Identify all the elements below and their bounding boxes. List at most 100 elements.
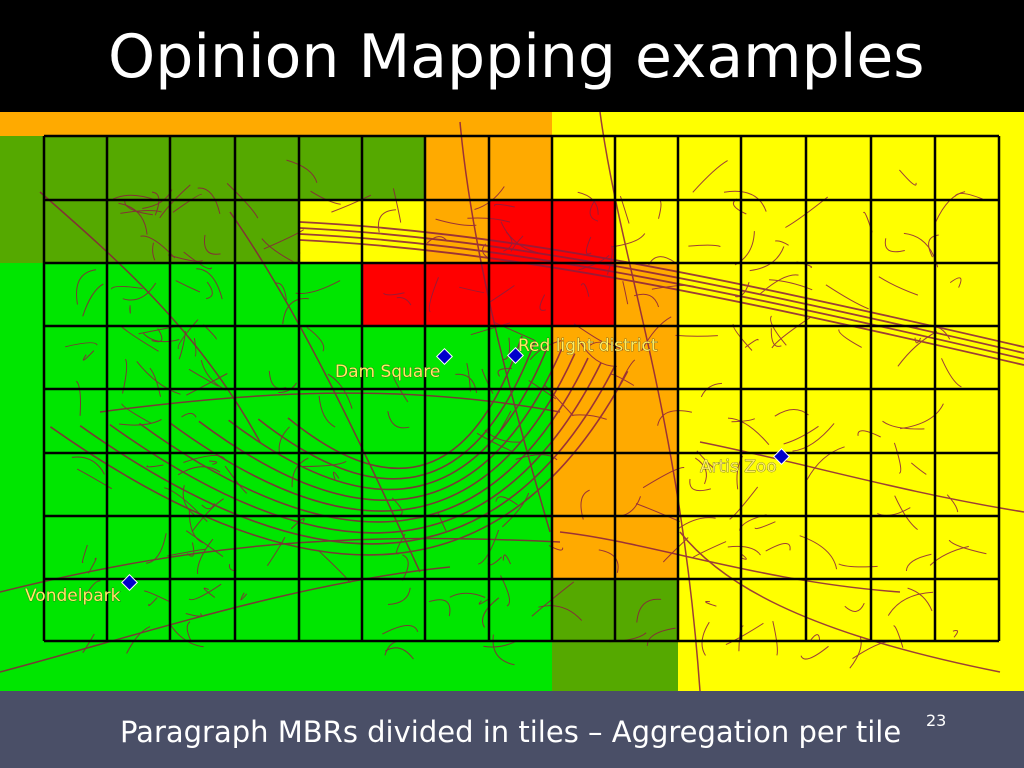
street [510, 235, 524, 252]
tile [552, 641, 615, 691]
tile [871, 641, 935, 691]
tile [170, 112, 235, 136]
street [633, 293, 660, 308]
tile [0, 112, 44, 136]
street [290, 518, 305, 530]
tile [871, 516, 935, 579]
tile [806, 112, 871, 136]
street [882, 420, 925, 430]
street [599, 112, 701, 691]
street [121, 403, 152, 424]
street [478, 598, 490, 605]
street [172, 193, 203, 213]
street [759, 274, 799, 295]
street [459, 286, 485, 293]
street [144, 590, 170, 602]
tile [107, 453, 170, 516]
street [149, 367, 161, 397]
tile [235, 326, 299, 389]
street [467, 217, 511, 223]
tile [299, 112, 362, 136]
street [946, 494, 959, 513]
tile [999, 263, 1024, 326]
tile [425, 641, 489, 691]
street [151, 191, 160, 216]
street [387, 587, 411, 605]
street [636, 598, 662, 623]
street [589, 341, 624, 351]
tile [678, 112, 741, 136]
tile [235, 641, 299, 691]
street [501, 492, 530, 528]
tile [425, 112, 489, 136]
tile [107, 263, 170, 326]
tile [425, 579, 489, 641]
street [183, 454, 226, 463]
street [387, 411, 410, 429]
street [528, 380, 557, 400]
tile [362, 579, 425, 641]
tile [235, 579, 299, 641]
street [261, 238, 294, 263]
tile [999, 200, 1024, 263]
street [186, 542, 195, 557]
tile [107, 579, 170, 641]
street [124, 201, 153, 216]
tile [170, 263, 235, 326]
street [884, 238, 905, 253]
street [196, 268, 223, 300]
tile [999, 579, 1024, 641]
tile [362, 516, 425, 579]
street [226, 183, 259, 219]
tile [489, 579, 552, 641]
tile [615, 579, 678, 641]
street [772, 620, 778, 656]
street [538, 605, 583, 621]
street [188, 509, 204, 544]
tile [489, 516, 552, 579]
street [449, 592, 486, 598]
street [109, 362, 602, 534]
tile [425, 326, 489, 389]
tile [235, 389, 299, 453]
tile [871, 200, 935, 263]
tile [935, 263, 999, 326]
tile [362, 641, 425, 691]
street [396, 533, 406, 555]
street [806, 446, 845, 481]
street [515, 454, 558, 461]
street [482, 597, 500, 628]
street [589, 199, 599, 222]
tile [489, 200, 552, 263]
street [159, 184, 191, 219]
tile [170, 326, 235, 389]
street [209, 460, 218, 465]
street [825, 284, 869, 310]
tile [299, 389, 362, 453]
tile [678, 326, 741, 389]
tile [44, 389, 107, 453]
tile [107, 326, 170, 389]
tile [741, 263, 806, 326]
tile [107, 136, 170, 200]
street [559, 531, 901, 593]
tile [806, 136, 871, 200]
street [792, 423, 835, 452]
street [899, 169, 917, 186]
tile [935, 389, 999, 453]
opinion-map: Dam Square Red light district Artis Zoo … [0, 112, 1024, 691]
street [146, 464, 164, 468]
street [110, 285, 143, 290]
street [185, 613, 202, 617]
street [129, 305, 131, 314]
street [82, 633, 95, 653]
street [910, 462, 927, 475]
tile [552, 389, 615, 453]
street [857, 430, 881, 438]
tile [425, 453, 489, 516]
street [198, 348, 563, 501]
street [136, 361, 181, 395]
street [145, 533, 167, 564]
red-light-district-label: Red light district [518, 336, 658, 356]
street [941, 358, 962, 388]
